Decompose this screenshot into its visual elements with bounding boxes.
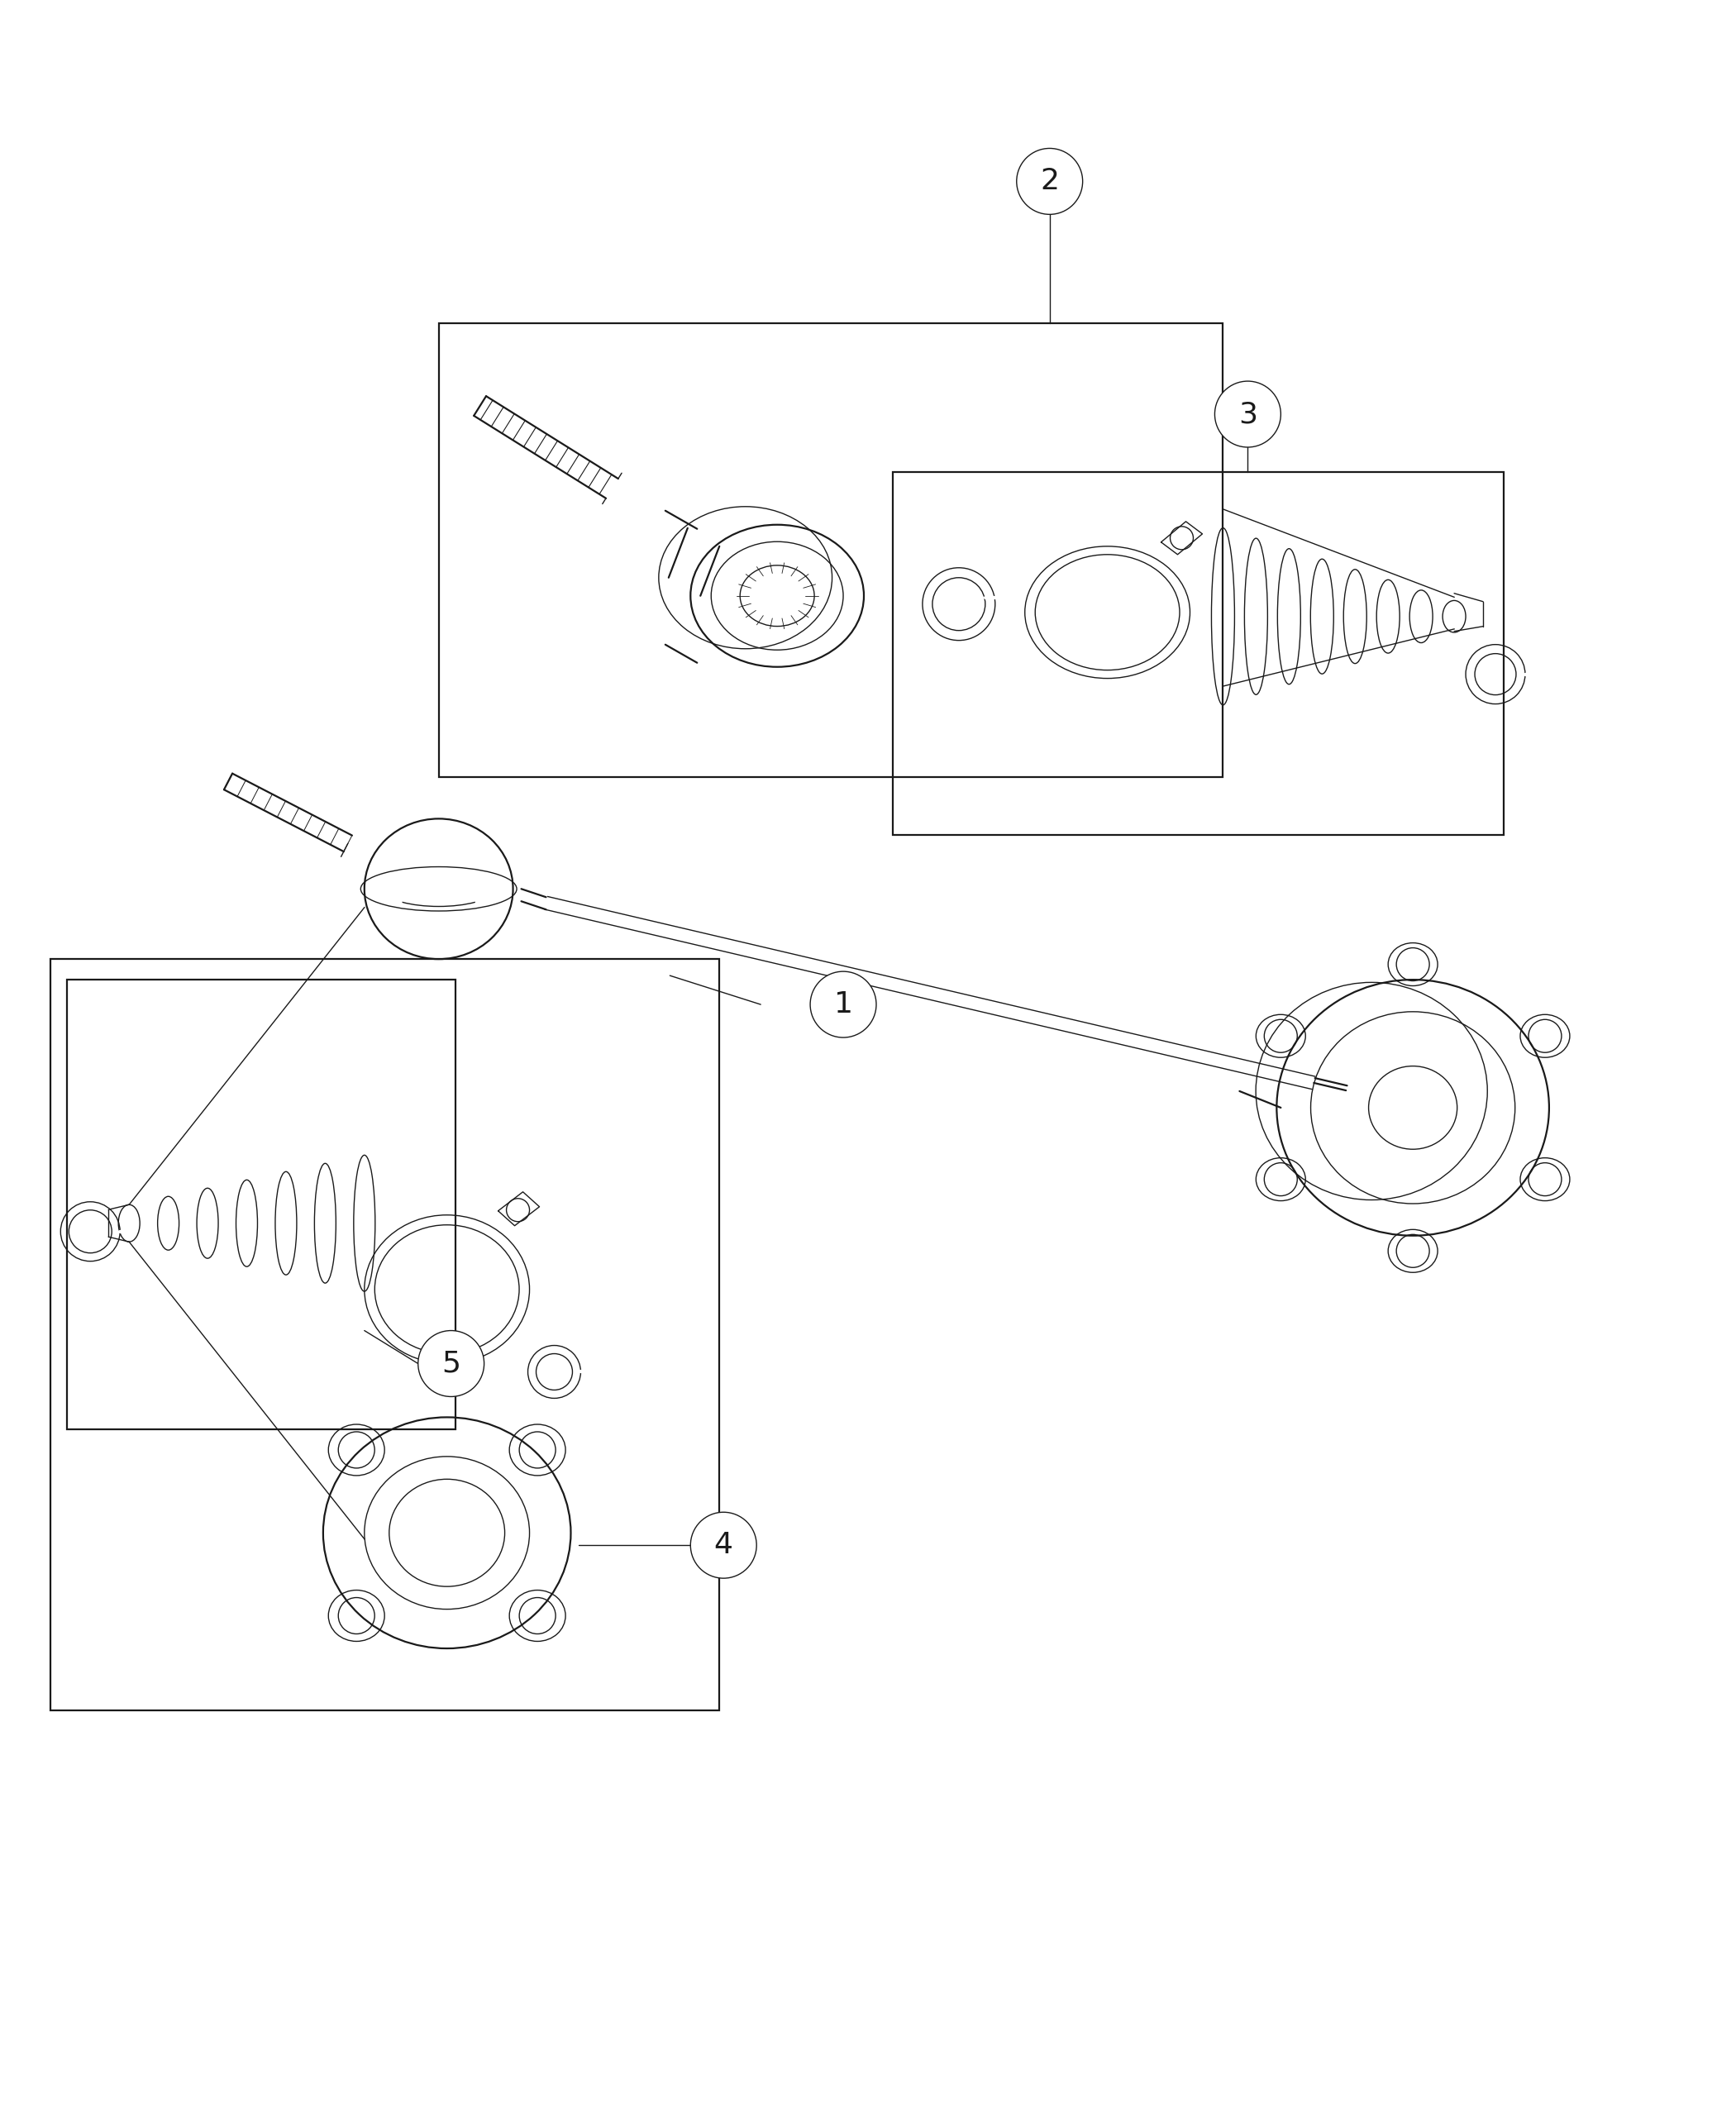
Circle shape (1017, 148, 1083, 215)
Text: 1: 1 (833, 991, 852, 1018)
Circle shape (691, 1511, 757, 1579)
Circle shape (1215, 382, 1281, 447)
Circle shape (811, 972, 877, 1037)
Bar (892, 472, 1503, 835)
Bar (50, 959, 719, 1710)
Text: 3: 3 (1238, 401, 1257, 428)
Bar (439, 323, 1222, 778)
Bar (68, 980, 455, 1429)
Circle shape (418, 1330, 484, 1398)
Text: 2: 2 (1040, 167, 1059, 196)
Text: 4: 4 (713, 1530, 733, 1560)
Text: 5: 5 (441, 1349, 460, 1379)
